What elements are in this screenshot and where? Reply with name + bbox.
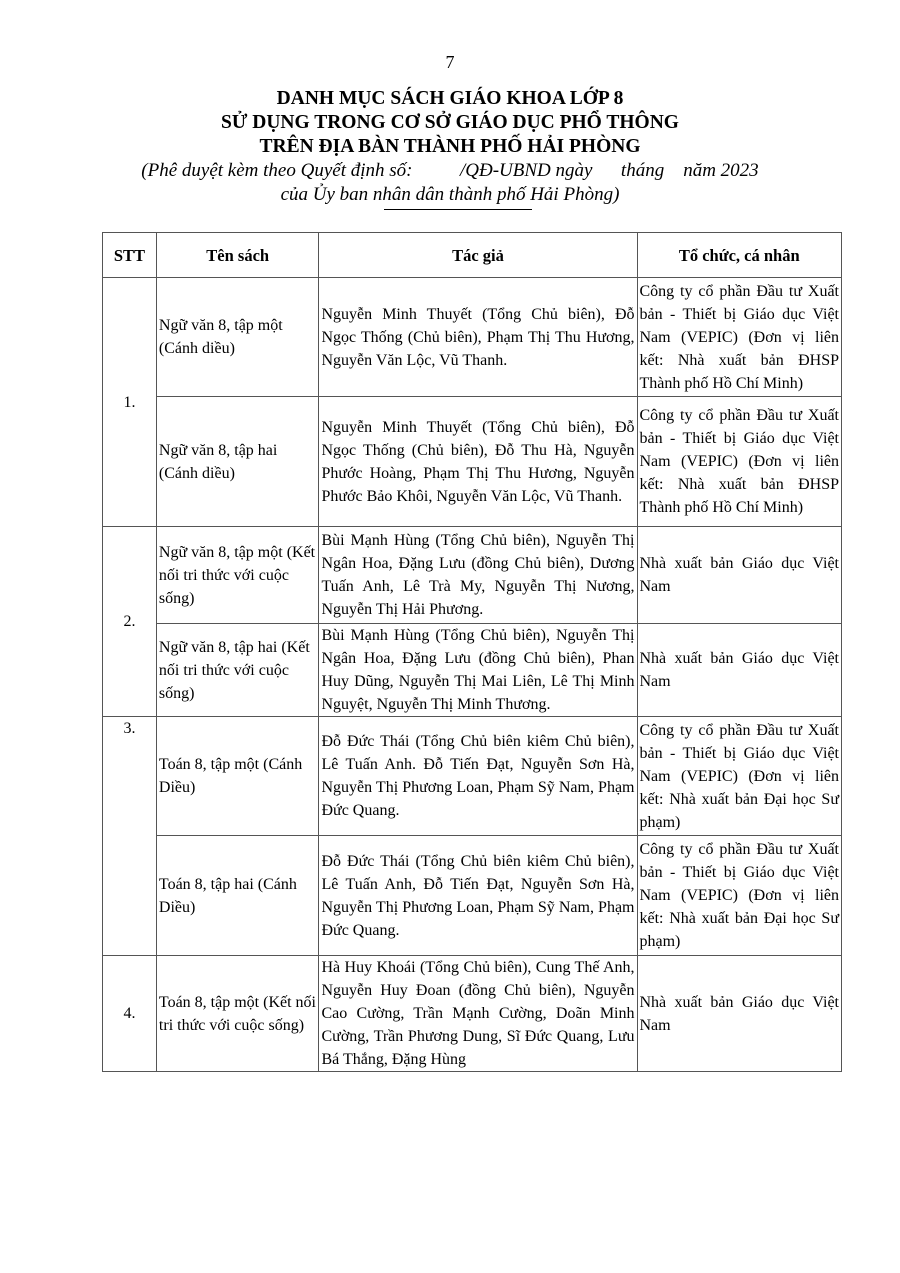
header-stt: STT (102, 232, 157, 278)
org-cell: Công ty cổ phần Đầu tư Xuất bản - Thiết … (636, 835, 842, 956)
authors-cell: Hà Huy Khoái (Tổng Chủ biên), Cung Thế A… (321, 959, 635, 1068)
stt-cell: 2. (102, 526, 157, 717)
table-row: Toán 8, tập hai (Cánh Diều) Đỗ Đức Thái … (103, 835, 842, 956)
authors-cell: Nguyễn Minh Thuyết (Tổng Chủ biên), Đỗ N… (318, 277, 638, 397)
title-line-2: SỬ DỤNG TRONG CƠ SỞ GIÁO DỤC PHỔ THÔNG (221, 112, 679, 133)
header-book: Tên sách (155, 232, 320, 278)
table-row: 3. Toán 8, tập một (Cánh Diều) Đỗ Đức Th… (102, 716, 842, 956)
org-cell: Nhà xuất bản Giáo dục Việt Nam (636, 955, 842, 1072)
page-number: 7 (445, 52, 455, 72)
org-cell: Công ty cổ phần Đầu tư Xuất bản - Thiết … (636, 716, 842, 836)
authors-cell: Nguyễn Minh Thuyết (Tổng Chủ biên), Đỗ N… (318, 396, 638, 527)
title-line-1: DANH MỤC SÁCH GIÁO KHOA LỚP 8 (276, 88, 624, 109)
authors-cell: Bùi Mạnh Hùng (Tổng Chủ biên), Nguyễn Th… (318, 526, 638, 624)
org-cell: Nhà xuất bản Giáo dục Việt Nam (636, 623, 842, 717)
authors-cell: Đỗ Đức Thái (Tổng Chủ biên kiêm Chủ biên… (318, 835, 638, 956)
book-cell: Ngữ văn 8, tập hai (Cánh diều) (155, 396, 320, 527)
table-row: Ngữ văn 8, tập hai (Cánh diều) Nguyễn Mi… (103, 396, 842, 527)
table-row: 4. Toán 8, tập một (Kết nối tri thức với… (102, 955, 842, 1072)
stt-cell: 4. (102, 955, 157, 1072)
book-cell: Toán 8, tập một (Kết nối tri thức với cu… (155, 955, 320, 1072)
title-underline (384, 209, 532, 210)
table-row: 1. Ngữ văn 8, tập một (Cánh diều) Nguyễn… (102, 277, 842, 527)
org-cell: Nhà xuất bản Giáo dục Việt Nam (636, 526, 842, 624)
subtitle-line-2: của Ủy ban nhân dân thành phố Hải Phòng) (280, 184, 620, 205)
title-line-3: TRÊN ĐỊA BÀN THÀNH PHỐ HẢI PHÒNG (259, 136, 641, 157)
table-row: 2. Ngữ văn 8, tập một (Kết nối tri thức … (102, 526, 842, 717)
book-cell: Ngữ văn 8, tập hai (Kết nối tri thức với… (155, 623, 320, 717)
stt-cell: 1. (102, 277, 157, 527)
textbook-table: STT Tên sách Tác giả Tổ chức, cá nhân 1.… (102, 232, 842, 1072)
org-cell: Công ty cổ phần Đầu tư Xuất bản - Thiết … (636, 277, 842, 397)
header-authors: Tác giả (318, 232, 638, 278)
header-org: Tổ chức, cá nhân (636, 232, 842, 278)
authors-cell: Bùi Mạnh Hùng (Tổng Chủ biên), Nguyễn Th… (318, 623, 638, 717)
table-row: Ngữ văn 8, tập hai (Kết nối tri thức với… (103, 623, 842, 717)
book-cell: Toán 8, tập hai (Cánh Diều) (155, 835, 320, 956)
subtitle-line-1: (Phê duyệt kèm theo Quyết định số: /QĐ-U… (141, 160, 759, 181)
book-cell: Toán 8, tập một (Cánh Diều) (155, 716, 320, 836)
table-header: STT Tên sách Tác giả Tổ chức, cá nhân (102, 232, 842, 278)
authors-cell: Đỗ Đức Thái (Tổng Chủ biên kiêm Chủ biên… (318, 716, 638, 836)
book-cell: Ngữ văn 8, tập một (Kết nối tri thức với… (155, 526, 320, 624)
org-cell: Công ty cổ phần Đầu tư Xuất bản - Thiết … (636, 396, 842, 527)
book-cell: Ngữ văn 8, tập một (Cánh diều) (155, 277, 320, 397)
stt-cell: 3. (102, 716, 157, 956)
